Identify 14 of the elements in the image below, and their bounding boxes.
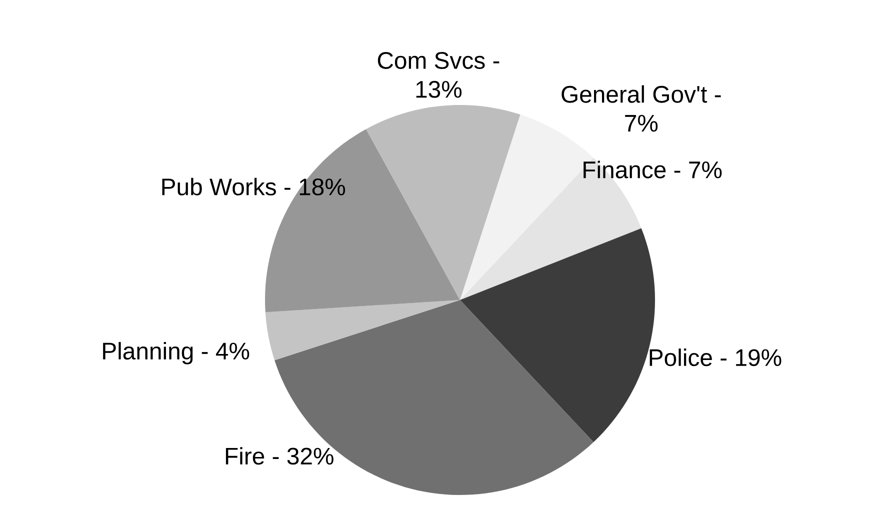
- data-label: 7%: [689, 162, 722, 178]
- slice-label: Finance -: [584, 160, 680, 178]
- slice-label: General Gov't -: [562, 85, 721, 103]
- slice-label: Com Svcs -: [378, 52, 500, 69]
- slice-label: Planning -: [103, 342, 208, 364]
- data-label: 32%: [287, 448, 334, 465]
- data-label: 4%: [216, 342, 250, 360]
- slice-label: Police -: [650, 348, 727, 366]
- data-label: 18%: [300, 178, 346, 196]
- slice-label: Fire -: [226, 447, 279, 465]
- slice-label: Pub Works -: [162, 178, 290, 196]
- data-label: 13%: [416, 80, 462, 98]
- data-label: 19%: [736, 349, 782, 366]
- data-label: 7%: [625, 114, 658, 132]
